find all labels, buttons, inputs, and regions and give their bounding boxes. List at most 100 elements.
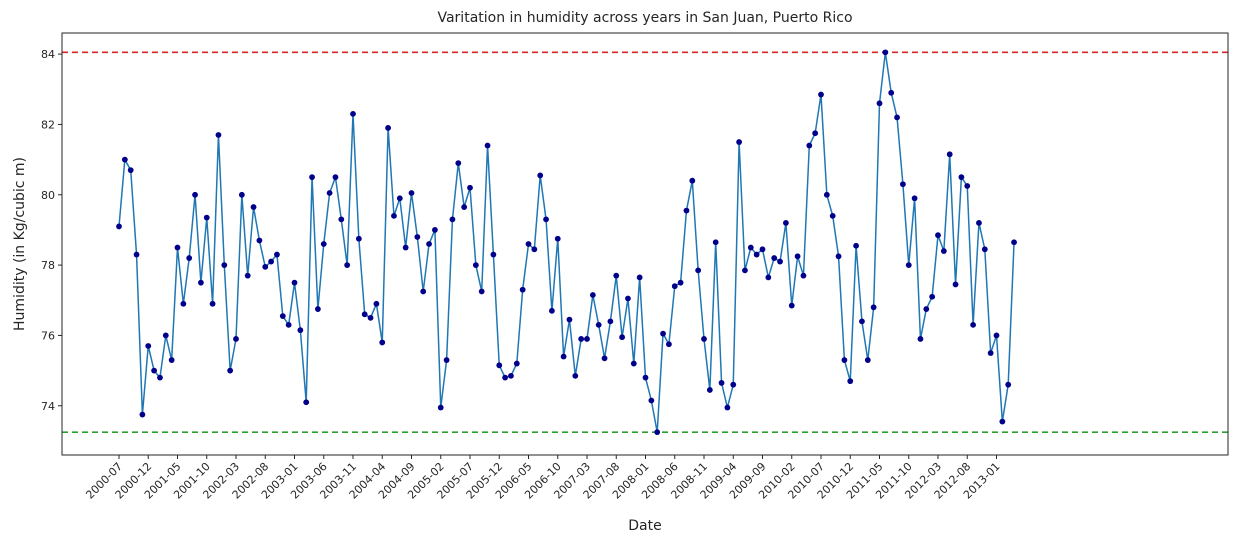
data-point (443, 357, 450, 363)
data-point (180, 300, 187, 307)
data-point (268, 258, 274, 265)
data-point (683, 207, 690, 214)
data-point (449, 216, 456, 223)
y-axis: 74 76 78 80 82 84 (41, 48, 62, 413)
data-point (993, 332, 1000, 339)
data-point (706, 387, 713, 393)
data-point (759, 246, 766, 253)
data-point (976, 220, 982, 226)
data-point (642, 374, 649, 381)
data-point (753, 251, 760, 258)
data-point (391, 212, 397, 219)
data-point (315, 306, 321, 312)
data-point (157, 374, 163, 381)
data-point (508, 372, 514, 379)
data-point (350, 110, 356, 117)
data-point (689, 177, 696, 184)
data-point (338, 216, 345, 223)
data-point (660, 330, 666, 337)
data-point (162, 332, 169, 339)
data-point (765, 274, 772, 281)
data-point (472, 262, 479, 268)
data-point (666, 341, 672, 348)
data-point (981, 246, 988, 253)
data-point (309, 174, 315, 181)
data-point (379, 339, 386, 346)
x-axis: 2000-072000-122001-052001-102002-032002-… (83, 455, 1003, 502)
y-tick-label: 84 (41, 48, 55, 61)
data-point (911, 195, 918, 202)
data-point (940, 248, 947, 254)
data-point (478, 288, 485, 295)
data-point (894, 114, 900, 121)
data-point (736, 139, 742, 145)
data-point (566, 316, 573, 323)
data-point (584, 336, 590, 342)
data-point (145, 343, 152, 349)
data-point (437, 404, 444, 411)
data-point (432, 227, 438, 233)
data-point (829, 212, 836, 219)
data-point (408, 190, 415, 196)
data-point (496, 362, 503, 369)
data-point (233, 336, 239, 342)
data-point (864, 357, 871, 363)
data-point (227, 367, 234, 374)
data-point (320, 241, 327, 247)
data-point (742, 267, 748, 274)
data-point (648, 397, 655, 404)
data-point (917, 336, 924, 342)
data-point (238, 191, 245, 198)
data-point (800, 272, 807, 279)
y-axis-label: Humidity (in Kg/cubic m) (12, 157, 28, 331)
data-point (531, 246, 538, 253)
data-point (549, 307, 555, 314)
data-point (788, 302, 795, 309)
data-point (812, 130, 819, 137)
data-point (303, 399, 310, 406)
data-point (701, 336, 707, 342)
data-point (291, 279, 298, 286)
y-tick-label: 82 (41, 118, 55, 131)
data-point (999, 418, 1006, 425)
chart-title: Varitation in humidity across years in S… (437, 10, 852, 26)
data-point (777, 258, 783, 265)
data-point (625, 295, 631, 302)
data-point (935, 232, 941, 239)
data-point (724, 404, 731, 411)
data-point (373, 300, 380, 307)
data-point (987, 350, 994, 356)
data-point (630, 360, 637, 367)
data-point (695, 267, 702, 274)
data-point (970, 321, 976, 328)
data-point (414, 234, 421, 240)
data-point (192, 191, 198, 198)
data-point (853, 242, 859, 249)
data-point (361, 311, 368, 318)
data-point (426, 241, 432, 247)
data-point (209, 300, 216, 307)
data-point (619, 334, 625, 341)
data-point (133, 251, 140, 258)
data-point (841, 357, 848, 363)
data-point (595, 321, 602, 328)
data-point (794, 253, 801, 260)
data-point (244, 272, 251, 279)
data-point (952, 281, 959, 288)
data-point (537, 172, 544, 179)
data-point (771, 255, 778, 261)
data-point (1005, 381, 1012, 388)
data-point (355, 235, 362, 242)
data-point (203, 214, 210, 221)
data-point (747, 244, 754, 251)
data-point (262, 263, 269, 270)
data-point (818, 91, 824, 98)
data-point (964, 183, 971, 189)
data-point (168, 357, 175, 363)
data-point (870, 304, 877, 311)
y-tick-label: 76 (41, 329, 55, 342)
data-point (285, 321, 292, 328)
series-line (118, 52, 1015, 433)
data-point (560, 353, 567, 360)
data-point (823, 191, 830, 198)
